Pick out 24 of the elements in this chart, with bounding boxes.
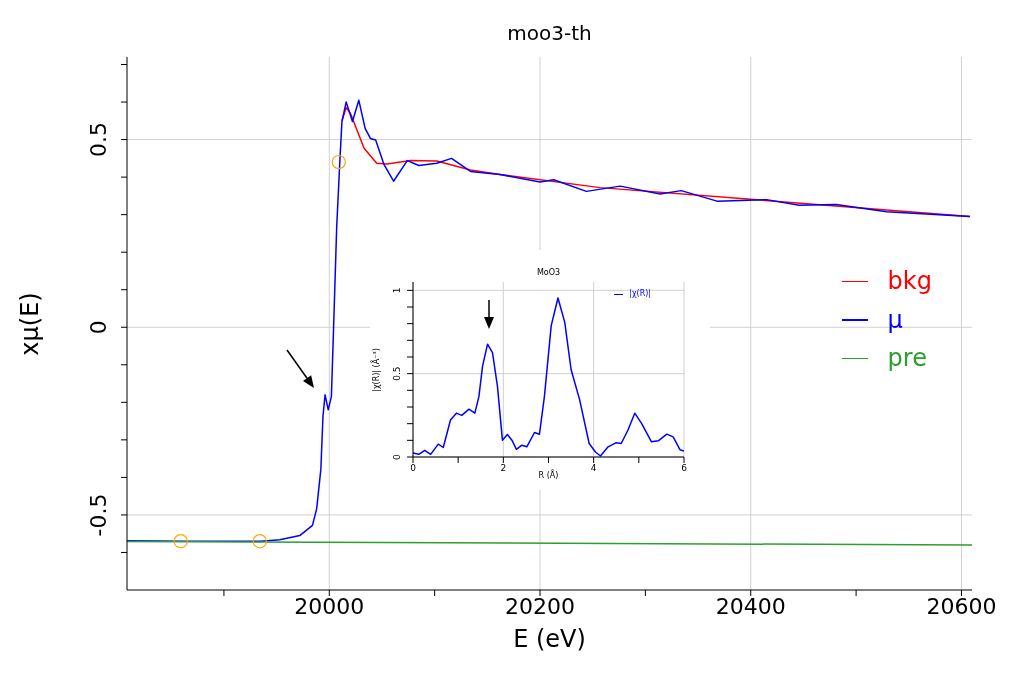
chart-title: moo3-th xyxy=(506,21,593,45)
x-tick-label: 20000 xyxy=(294,593,365,619)
x-tick-label: 20400 xyxy=(715,593,786,619)
y-axis-title: xμ(E) xyxy=(15,291,45,356)
y-tick-label: 0 xyxy=(391,453,402,460)
y-tick-label: 0.5 xyxy=(391,366,402,381)
legend-label: bkg xyxy=(887,266,932,298)
y-tick-label: 1 xyxy=(391,287,402,294)
x-tick-label: 20600 xyxy=(926,593,997,619)
legend-label: pre xyxy=(887,343,927,375)
x-tick-label: 20200 xyxy=(505,593,576,619)
y-axis-title: |χ(R)| (Å⁻³) xyxy=(372,347,383,392)
y-tick-label: 0.5 xyxy=(85,122,111,158)
chart-title: MoO3 xyxy=(535,267,562,277)
x-tick-label: 4 xyxy=(590,463,597,474)
legend-label: |χ(R)| xyxy=(629,288,651,300)
x-tick-label: 0 xyxy=(410,463,417,474)
x-axis-title: R (Å) xyxy=(538,471,559,481)
y-tick-label: 0 xyxy=(85,320,111,335)
x-tick-label: 6 xyxy=(681,463,688,474)
x-axis-title: E (eV) xyxy=(512,625,587,654)
y-tick-label: -0.5 xyxy=(85,493,111,537)
x-tick-label: 2 xyxy=(500,463,507,474)
legend-label: μ xyxy=(887,304,903,336)
